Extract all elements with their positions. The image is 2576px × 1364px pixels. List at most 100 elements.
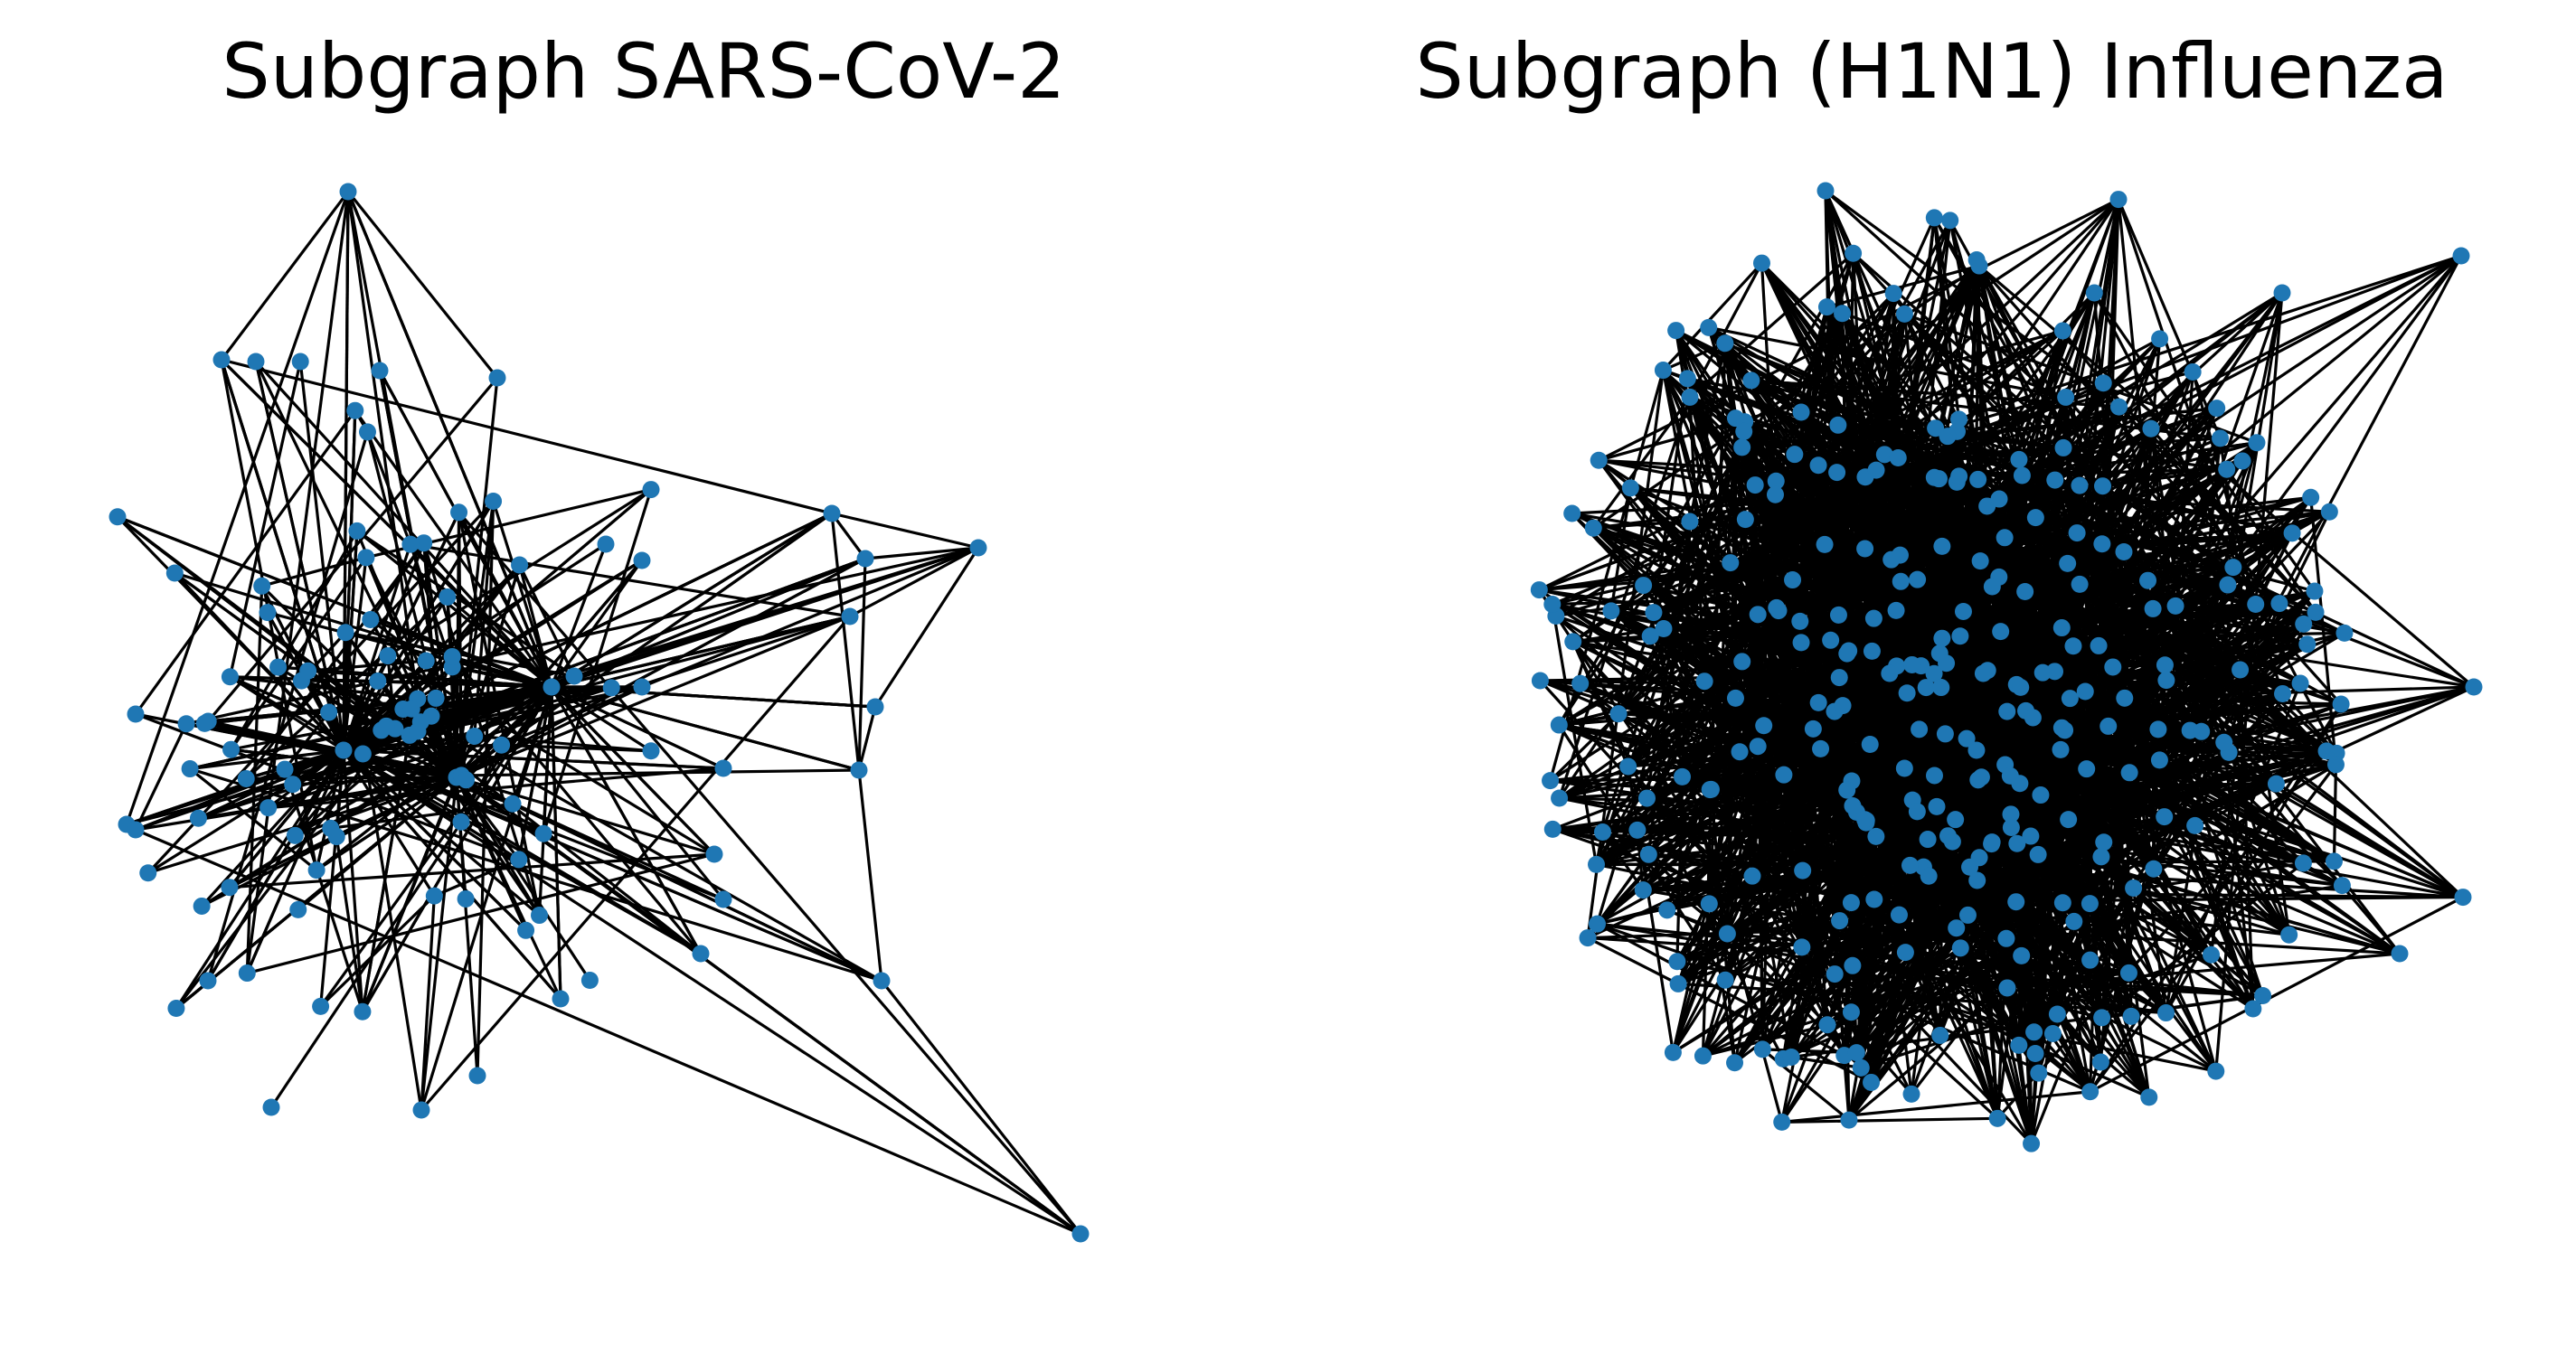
graph-node — [415, 534, 433, 552]
graph-edge — [1869, 631, 2345, 747]
graph-node — [1863, 642, 1881, 660]
graph-node — [2273, 284, 2291, 302]
graph-edge — [512, 802, 882, 983]
graph-node — [2033, 663, 2052, 682]
graph-node — [1542, 772, 1560, 790]
graph-node — [2061, 690, 2079, 708]
graph-node — [2298, 635, 2317, 654]
graph-node — [2139, 571, 2157, 589]
graph-node — [1947, 811, 1965, 829]
graph-node — [1842, 894, 1860, 912]
graph-node — [1716, 334, 1734, 353]
graph-edge — [335, 836, 364, 1012]
graph-node — [1925, 468, 1943, 486]
graph-node — [1884, 285, 1902, 303]
graph-node — [1809, 693, 1827, 711]
graph-edge — [1977, 428, 2153, 859]
graph-edge — [1627, 766, 1675, 1053]
graph-node — [269, 658, 288, 676]
graph-edge — [1708, 902, 1829, 1026]
graph-node — [2151, 330, 2169, 348]
graph-node — [2013, 946, 2031, 964]
graph-node — [109, 508, 127, 526]
graph-edge — [319, 895, 436, 1008]
graph-node — [493, 736, 511, 754]
graph-edge — [1986, 292, 2284, 672]
graph-edge — [1688, 521, 2041, 1074]
graph-node — [1882, 550, 1901, 569]
graph-node — [1791, 612, 1809, 630]
graph-node — [2270, 595, 2288, 613]
graph-edge — [1900, 291, 2283, 583]
graph-edge — [307, 669, 552, 689]
graph-node — [2024, 709, 2042, 727]
graph-edge — [1743, 420, 2167, 1014]
graph-node — [1969, 470, 1987, 488]
graph-edge — [206, 376, 499, 723]
graph-node — [237, 769, 255, 787]
graph-node — [2091, 1053, 2109, 1071]
graph-node — [1700, 895, 1718, 913]
graph-edge — [134, 409, 357, 715]
graph-node — [212, 351, 231, 369]
graph-node — [2092, 848, 2110, 866]
graph-node — [195, 714, 213, 732]
graph-node — [1678, 370, 1696, 388]
graph-node — [348, 522, 366, 540]
graph-node — [1619, 757, 1637, 776]
graph-node — [1775, 766, 1793, 784]
graph-node — [1543, 820, 1562, 838]
graph-node — [371, 362, 389, 380]
graph-edge — [220, 359, 345, 751]
graph-edge — [245, 191, 350, 974]
graph-node — [1742, 372, 1760, 390]
graph-edge — [283, 768, 364, 1012]
graph-edge — [880, 980, 1082, 1235]
graph-node — [1718, 925, 1736, 943]
graph-node — [167, 1000, 185, 1018]
graph-edge — [1754, 254, 2462, 487]
graph-edge — [1559, 796, 1854, 808]
graph-node — [417, 652, 435, 670]
graph-edge — [1800, 220, 1952, 948]
graph-edge — [342, 557, 368, 751]
graph-node — [1845, 244, 1863, 262]
graph-node — [2291, 674, 2309, 692]
graph-node — [1939, 428, 1957, 446]
graph-node — [1997, 929, 2015, 947]
graph-node — [2085, 284, 2103, 302]
graph-node — [1694, 1047, 1712, 1065]
graph-node — [443, 647, 461, 665]
graph-edge — [1842, 685, 2475, 708]
graph-node — [222, 740, 241, 758]
graph-node — [1895, 305, 1913, 323]
graph-edge — [1789, 818, 1957, 1058]
graph-node — [1828, 464, 1846, 482]
graph-node — [2244, 1000, 2262, 1018]
graph-node — [1834, 697, 1852, 715]
graph-node — [1621, 479, 1639, 497]
graph-node — [2224, 559, 2242, 577]
graph-node — [177, 715, 195, 733]
graph-node — [2274, 684, 2292, 702]
graph-edge — [1662, 261, 1763, 372]
graph-node — [2013, 466, 2031, 484]
graph-node — [1716, 971, 1734, 989]
graph-node — [1863, 1073, 1881, 1091]
graph-node — [2142, 419, 2160, 437]
graph-node — [2332, 695, 2350, 713]
graph-edge — [1975, 749, 1999, 1119]
graph-node — [1983, 833, 2001, 851]
graph-node — [1951, 627, 1969, 645]
graph-edge — [1627, 259, 1978, 767]
graph-node — [2283, 524, 2301, 542]
graph-node — [1844, 796, 1862, 814]
graph-edge — [857, 769, 883, 982]
graph-node — [2026, 1045, 2044, 1063]
graph-node — [2186, 816, 2204, 834]
graph-edge — [1892, 293, 1909, 693]
graph-node — [1584, 519, 1602, 537]
graph-node — [1950, 467, 1968, 485]
graph-node — [2012, 678, 2030, 696]
panel-h1n1-influenza: Subgraph (H1N1) Influenza — [1288, 0, 2576, 1364]
